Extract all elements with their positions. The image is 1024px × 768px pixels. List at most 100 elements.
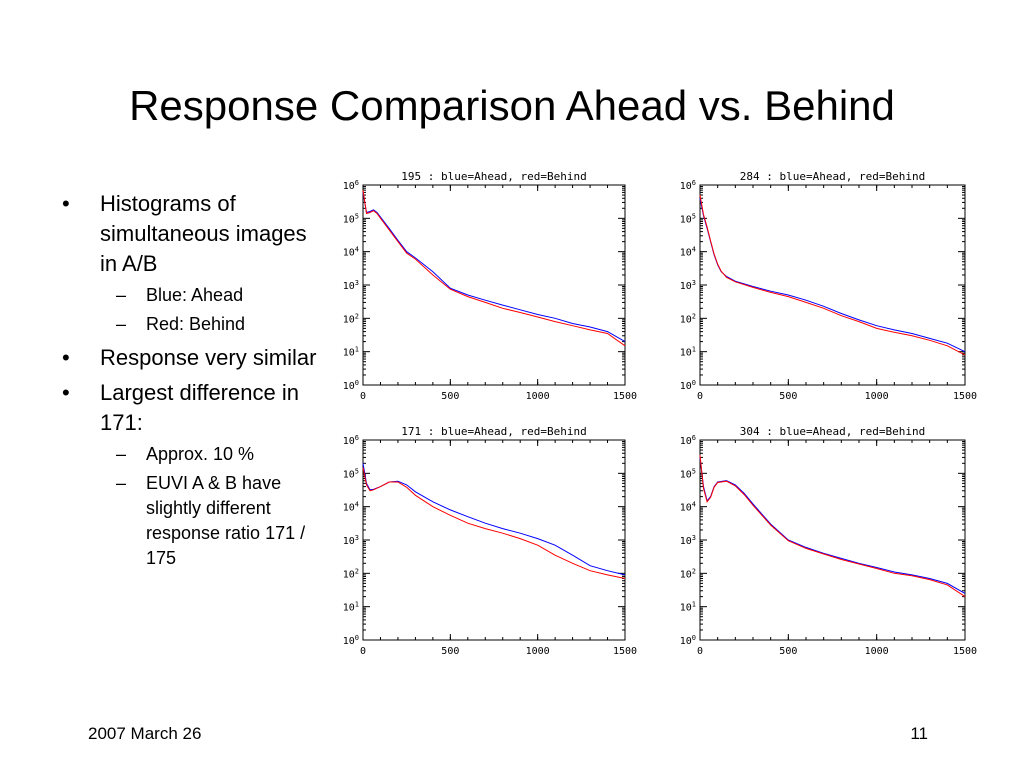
bullet-text: Largest difference in 171:	[100, 380, 299, 435]
y-tick-base: 10	[680, 248, 692, 259]
y-tick-label: 105	[680, 212, 696, 225]
histogram-panel: 304 : blue=Ahead, red=Behind 0 500 1000 1500…	[680, 425, 977, 657]
x-tick-label: 500	[441, 646, 459, 657]
y-tick-base: 10	[680, 314, 692, 325]
y-tick-label: 100	[680, 379, 696, 392]
sub-bullet-item: Red: Behind	[100, 312, 324, 337]
sub-bullet-item: EUVI A & B have slightly different respo…	[100, 471, 324, 571]
y-tick-exponent: 2	[692, 567, 696, 575]
y-tick-base: 10	[343, 636, 355, 647]
y-tick-exponent: 2	[692, 312, 696, 320]
y-tick-label: 102	[680, 567, 696, 580]
sub-bullet-list: Approx. 10 % EUVI A & B have slightly di…	[100, 442, 324, 571]
y-tick-label: 103	[680, 534, 696, 547]
x-tick-label: 1500	[613, 391, 637, 402]
y-tick-base: 10	[343, 503, 355, 514]
plot-frame	[699, 439, 966, 641]
y-tick-base: 10	[343, 603, 355, 614]
y-tick-exponent: 1	[355, 346, 359, 354]
y-tick-exponent: 1	[692, 346, 696, 354]
y-tick-label: 103	[680, 279, 696, 292]
y-tick-base: 10	[343, 281, 355, 292]
y-tick-label: 103	[343, 534, 359, 547]
y-tick-base: 10	[680, 436, 692, 447]
y-tick-label: 104	[343, 501, 359, 514]
y-tick-label: 102	[343, 312, 359, 325]
x-tick-label: 1500	[953, 391, 977, 402]
y-tick-exponent: 4	[355, 501, 359, 509]
y-tick-exponent: 6	[692, 179, 696, 187]
series-line-behind	[362, 190, 626, 347]
page-number: 11	[910, 724, 928, 743]
y-tick-label: 106	[680, 434, 696, 447]
plot-frame	[362, 184, 626, 386]
x-tick-label: 1000	[865, 646, 889, 657]
x-tick-label: 0	[697, 391, 703, 402]
series-line-ahead	[699, 457, 966, 594]
bullet-text: Response very similar	[100, 345, 317, 370]
y-tick-base: 10	[680, 469, 692, 480]
y-tick-exponent: 2	[355, 567, 359, 575]
y-tick-label: 100	[343, 379, 359, 392]
y-tick-base: 10	[343, 381, 355, 392]
y-tick-base: 10	[343, 348, 355, 359]
series-line-behind	[699, 194, 966, 356]
x-tick-label: 500	[441, 391, 459, 402]
y-tick-label: 106	[343, 179, 359, 192]
y-tick-label: 106	[680, 179, 696, 192]
y-tick-base: 10	[343, 314, 355, 325]
y-tick-label: 100	[680, 634, 696, 647]
series-line-ahead	[362, 192, 626, 343]
y-tick-label: 105	[680, 467, 696, 480]
y-tick-exponent: 5	[355, 467, 359, 475]
y-tick-exponent: 0	[692, 634, 696, 642]
y-tick-base: 10	[680, 181, 692, 192]
y-tick-exponent: 2	[355, 312, 359, 320]
sub-bullet-list: Blue: Ahead Red: Behind	[100, 283, 324, 337]
y-tick-base: 10	[343, 181, 355, 192]
y-tick-exponent: 5	[692, 467, 696, 475]
x-tick-label: 1500	[613, 646, 637, 657]
bullet-text: Histograms of simultaneous images in A/B	[100, 191, 307, 276]
x-tick-label: 1000	[526, 646, 550, 657]
y-tick-base: 10	[680, 603, 692, 614]
y-tick-label: 105	[343, 467, 359, 480]
y-tick-base: 10	[680, 503, 692, 514]
y-tick-exponent: 4	[692, 501, 696, 509]
y-tick-label: 102	[343, 567, 359, 580]
y-tick-exponent: 5	[355, 212, 359, 220]
y-tick-exponent: 4	[692, 246, 696, 254]
x-tick-label: 500	[779, 646, 797, 657]
histogram-panel: 171 : blue=Ahead, red=Behind 0 500 1000 1500…	[343, 425, 637, 657]
y-tick-label: 101	[680, 346, 696, 359]
y-tick-exponent: 0	[355, 379, 359, 387]
y-tick-exponent: 4	[355, 246, 359, 254]
y-tick-base: 10	[680, 636, 692, 647]
histogram-panel: 284 : blue=Ahead, red=Behind 0 500 1000 1500…	[680, 170, 977, 402]
plot-frame	[362, 439, 626, 641]
y-tick-exponent: 5	[692, 212, 696, 220]
y-tick-exponent: 3	[692, 279, 696, 287]
y-tick-base: 10	[343, 569, 355, 580]
bullet-list: Histograms of simultaneous images in A/B…	[62, 184, 324, 577]
x-tick-label: 1000	[865, 391, 889, 402]
y-tick-exponent: 3	[355, 279, 359, 287]
y-tick-base: 10	[343, 436, 355, 447]
y-tick-base: 10	[680, 536, 692, 547]
y-tick-label: 104	[343, 246, 359, 259]
x-tick-label: 500	[779, 391, 797, 402]
chart-title: 195 : blue=Ahead, red=Behind	[401, 170, 586, 183]
series-line-behind	[699, 455, 966, 598]
bullet-item: Histograms of simultaneous images in A/B…	[62, 189, 324, 337]
y-tick-label: 105	[343, 212, 359, 225]
slide-title: Response Comparison Ahead vs. Behind	[129, 82, 895, 129]
x-tick-label: 0	[360, 646, 366, 657]
y-tick-label: 102	[680, 312, 696, 325]
bullet-item: Response very similar	[62, 343, 324, 373]
y-tick-label: 104	[680, 246, 696, 259]
x-tick-label: 1500	[953, 646, 977, 657]
y-tick-exponent: 0	[355, 634, 359, 642]
y-tick-base: 10	[343, 214, 355, 225]
y-tick-base: 10	[680, 214, 692, 225]
